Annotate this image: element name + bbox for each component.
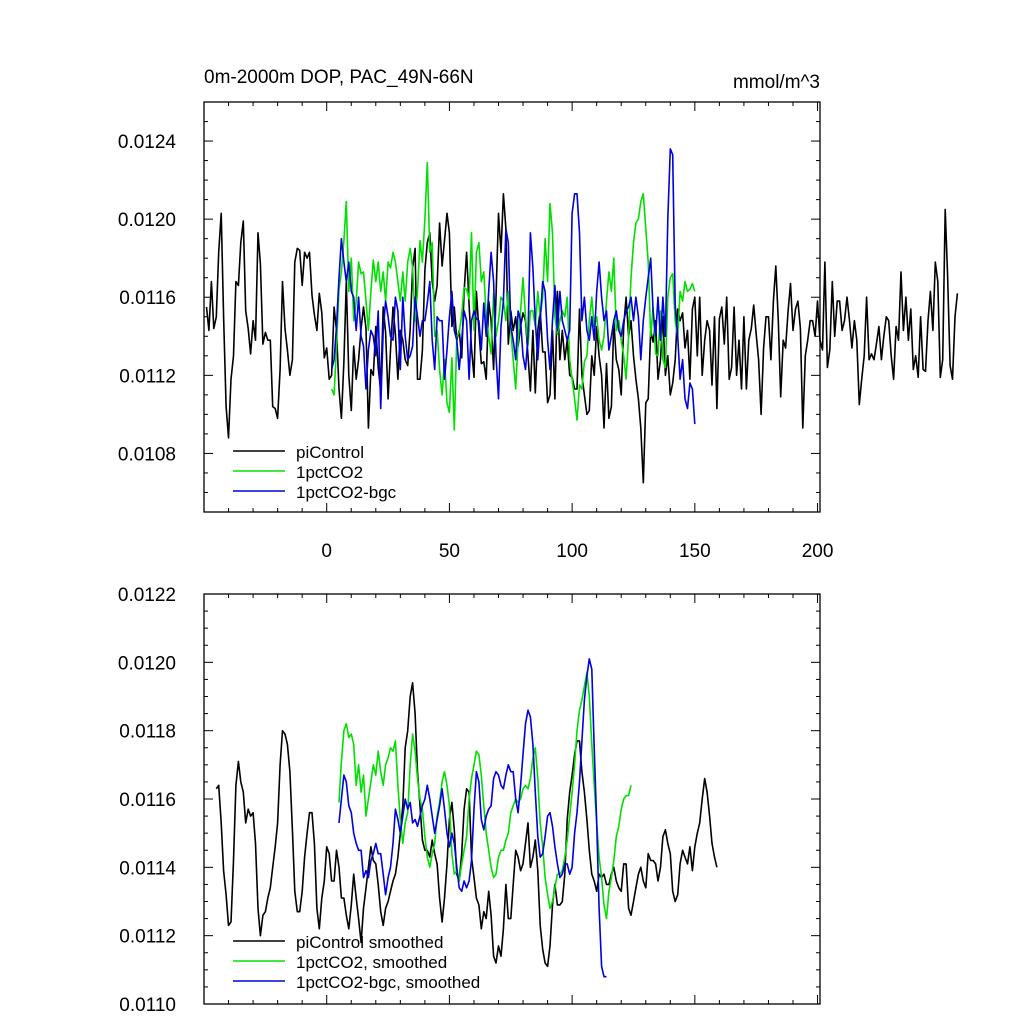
top-panel: 0m-2000m DOP, PAC_49N-66N mmol/m^3 0 50 10… [118,67,959,562]
chart-title: 0m-2000m DOP, PAC_49N-66N [204,67,474,88]
legend-label-picontrol-smoothed: piControl smoothed [296,933,443,952]
bottom-panel: 0.0110 0.0112 0.0114 0.0116 0.0118 0.0120 0.01… [118,585,821,1016]
y-tick-label: 0.0118 [119,722,176,743]
y-tick-label: 0.0120 [118,210,176,231]
legend-label-1pctco2-smoothed: 1pctCO2, smoothed [296,953,447,972]
y-tick-label: 0.0114 [119,858,176,879]
y-tick-label: 0.0108 [118,444,176,465]
y-tick-label: 0.0110 [119,995,176,1016]
y-tick-label: 0.0116 [119,288,176,309]
series-line-1pctco2-bgc [330,148,696,425]
x-tick-label: 0 [321,541,332,562]
legend-label-picontrol: piControl [296,443,364,462]
x-tick-label: 200 [802,541,834,562]
x-tick-label: 100 [556,541,588,562]
y-tick-label: 0.0124 [118,132,177,153]
y-tick-label: 0.0112 [119,366,176,387]
series-line-picontrol-smoothed [215,681,718,968]
x-tick-label: 150 [679,541,711,562]
series-line-1pctco2-smoothed [338,671,632,920]
legend-label-1pctco2-bgc-smoothed: 1pctCO2-bgc, smoothed [296,973,480,992]
y-tick-label: 0.0122 [118,585,176,606]
y-tick-label: 0.0120 [118,653,176,674]
series-line-1pctco2-bgc-smoothed [338,658,607,978]
units-label: mmol/m^3 [733,72,820,93]
series-line-1pctco2 [330,161,696,431]
legend-label-1pctco2-bgc: 1pctCO2-bgc [296,483,397,502]
legend-label-1pctco2: 1pctCO2 [296,463,363,482]
series-line-picontrol [205,193,959,484]
y-tick-label: 0.0116 [119,790,176,811]
legend: piControl 1pctCO2 1pctCO2-bgc [233,443,397,502]
legend: piControl smoothed 1pctCO2, smoothed 1pc… [233,933,480,992]
plot-frame [203,101,821,513]
x-tick-label: 50 [439,541,460,562]
y-tick-label: 0.0112 [119,927,176,948]
